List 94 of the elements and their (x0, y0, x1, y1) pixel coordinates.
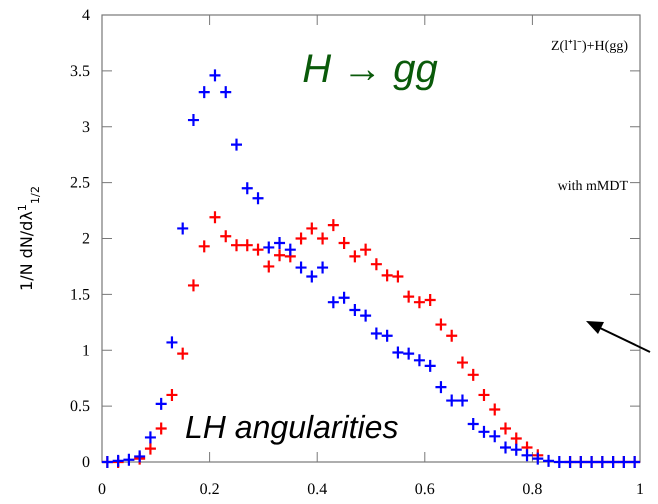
y-tick-label: 3 (82, 118, 90, 136)
point (391, 345, 404, 360)
point (380, 268, 394, 282)
point (294, 260, 308, 275)
point (488, 429, 502, 444)
point (144, 430, 158, 445)
annotation: LH angularities (185, 409, 398, 445)
y-tick-label: 0 (82, 454, 90, 471)
point (498, 440, 512, 455)
point (133, 449, 146, 464)
annotation: Z(l⁺l⁻)+H(gg) (551, 39, 628, 54)
point (251, 242, 265, 257)
point (466, 416, 480, 432)
point (305, 221, 318, 236)
y-tick-label: 1 (82, 342, 90, 360)
y-tick-label: 2.5 (70, 174, 90, 192)
point (434, 317, 448, 332)
point (424, 292, 437, 308)
point (510, 442, 523, 457)
point (510, 431, 523, 446)
point (477, 424, 491, 439)
point (498, 421, 512, 436)
point (272, 248, 286, 262)
point (262, 240, 276, 255)
point (230, 138, 244, 152)
point (466, 368, 480, 382)
point (198, 239, 211, 254)
point (434, 380, 448, 394)
point (186, 112, 200, 128)
annotation: with mMDT (558, 179, 628, 194)
point (240, 181, 254, 196)
point (348, 302, 362, 318)
point (445, 328, 458, 343)
point (251, 191, 265, 206)
point (370, 257, 383, 272)
x-tick-label: 1 (636, 481, 644, 498)
point (359, 242, 372, 257)
point (520, 448, 534, 462)
point (326, 218, 340, 232)
point (412, 295, 426, 310)
point (391, 269, 404, 284)
point (338, 236, 351, 250)
point (542, 454, 556, 468)
point (456, 355, 470, 370)
point (165, 335, 179, 350)
point (154, 396, 168, 411)
point (240, 238, 254, 252)
x-tick-label: 0.6 (414, 481, 435, 498)
point (176, 346, 190, 361)
point (122, 452, 136, 467)
point (445, 393, 458, 408)
point (531, 452, 544, 466)
point (338, 290, 351, 305)
point (198, 85, 211, 100)
y-tick-label: 1.5 (70, 286, 90, 304)
point (262, 259, 276, 274)
point (402, 290, 416, 304)
point (370, 326, 383, 341)
point (219, 85, 232, 100)
x-tick-label: 0.8 (522, 481, 542, 498)
point (348, 249, 362, 264)
y-tick-label: 3.5 (70, 62, 90, 80)
y-tick-label: 4 (82, 7, 90, 24)
point (359, 308, 372, 323)
point (144, 441, 158, 456)
point (456, 393, 470, 408)
point (316, 231, 330, 246)
x-tick-label: 0.4 (307, 481, 328, 498)
point (305, 269, 318, 284)
y-tick-label: 0.5 (70, 398, 90, 416)
annotation: H → gg (302, 47, 438, 91)
point (230, 238, 244, 252)
point (186, 278, 200, 293)
point (326, 295, 340, 310)
y-tick-label: 2 (82, 230, 90, 248)
point (165, 388, 179, 402)
point (424, 358, 437, 373)
point (294, 231, 308, 246)
point (488, 402, 502, 417)
point (176, 221, 190, 236)
point (154, 421, 168, 436)
point (477, 388, 491, 402)
point (316, 260, 330, 275)
point (552, 454, 566, 470)
point (219, 229, 232, 244)
point (272, 236, 286, 250)
point (402, 346, 416, 361)
point (380, 328, 394, 343)
x-tick-label: 0 (98, 481, 106, 498)
point (412, 353, 426, 368)
point (208, 68, 222, 82)
point (284, 242, 297, 257)
x-tick-label: 0.2 (200, 481, 220, 498)
point (208, 210, 222, 224)
